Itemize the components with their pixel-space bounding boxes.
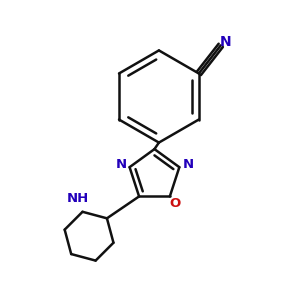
Text: N: N	[116, 158, 127, 171]
Text: O: O	[169, 197, 181, 210]
Text: N: N	[182, 158, 194, 171]
Text: NH: NH	[67, 192, 89, 205]
Text: N: N	[220, 35, 231, 49]
